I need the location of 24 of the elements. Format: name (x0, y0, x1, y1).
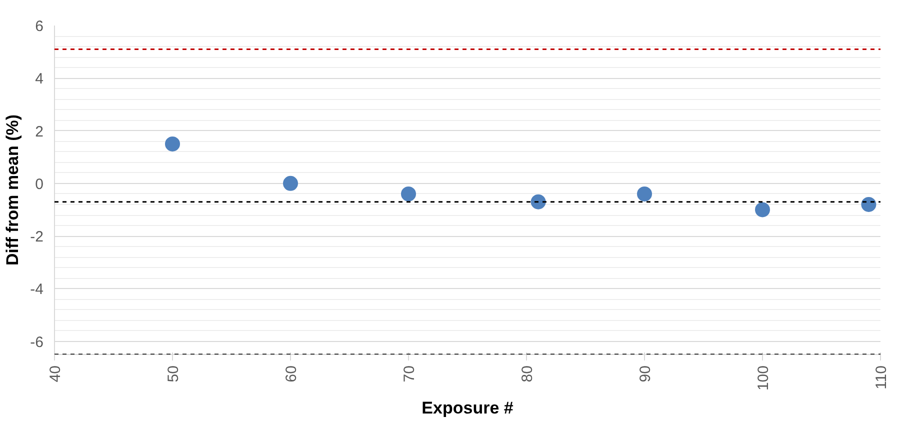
x-tick-label: 60 (283, 365, 300, 382)
y-tick-label: -6 (30, 334, 44, 351)
x-tick-label: 100 (755, 365, 772, 391)
point (401, 186, 416, 202)
y-axis-title: Diff from mean (%) (3, 114, 22, 266)
x-tick-label: 90 (637, 365, 654, 382)
point (861, 196, 876, 212)
x-axis-title: Exposure # (422, 398, 514, 418)
point (637, 186, 652, 202)
y-tick-label: -4 (30, 281, 44, 298)
x-tick-label: 40 (47, 365, 64, 382)
point (755, 202, 770, 218)
y-tick-label: 0 (35, 176, 44, 193)
y-tick-label: 4 (35, 70, 44, 88)
point (530, 194, 546, 210)
y-tick-label: -2 (30, 228, 44, 246)
x-tick-label: 70 (401, 365, 418, 382)
x-tick-label: 80 (519, 365, 536, 382)
y-tick-label: 6 (35, 18, 44, 35)
point (165, 136, 180, 152)
x-tick-label: 50 (165, 365, 182, 382)
point (283, 176, 298, 191)
x-tick-label: 110 (873, 365, 890, 390)
y-tick-label: 2 (35, 123, 44, 140)
